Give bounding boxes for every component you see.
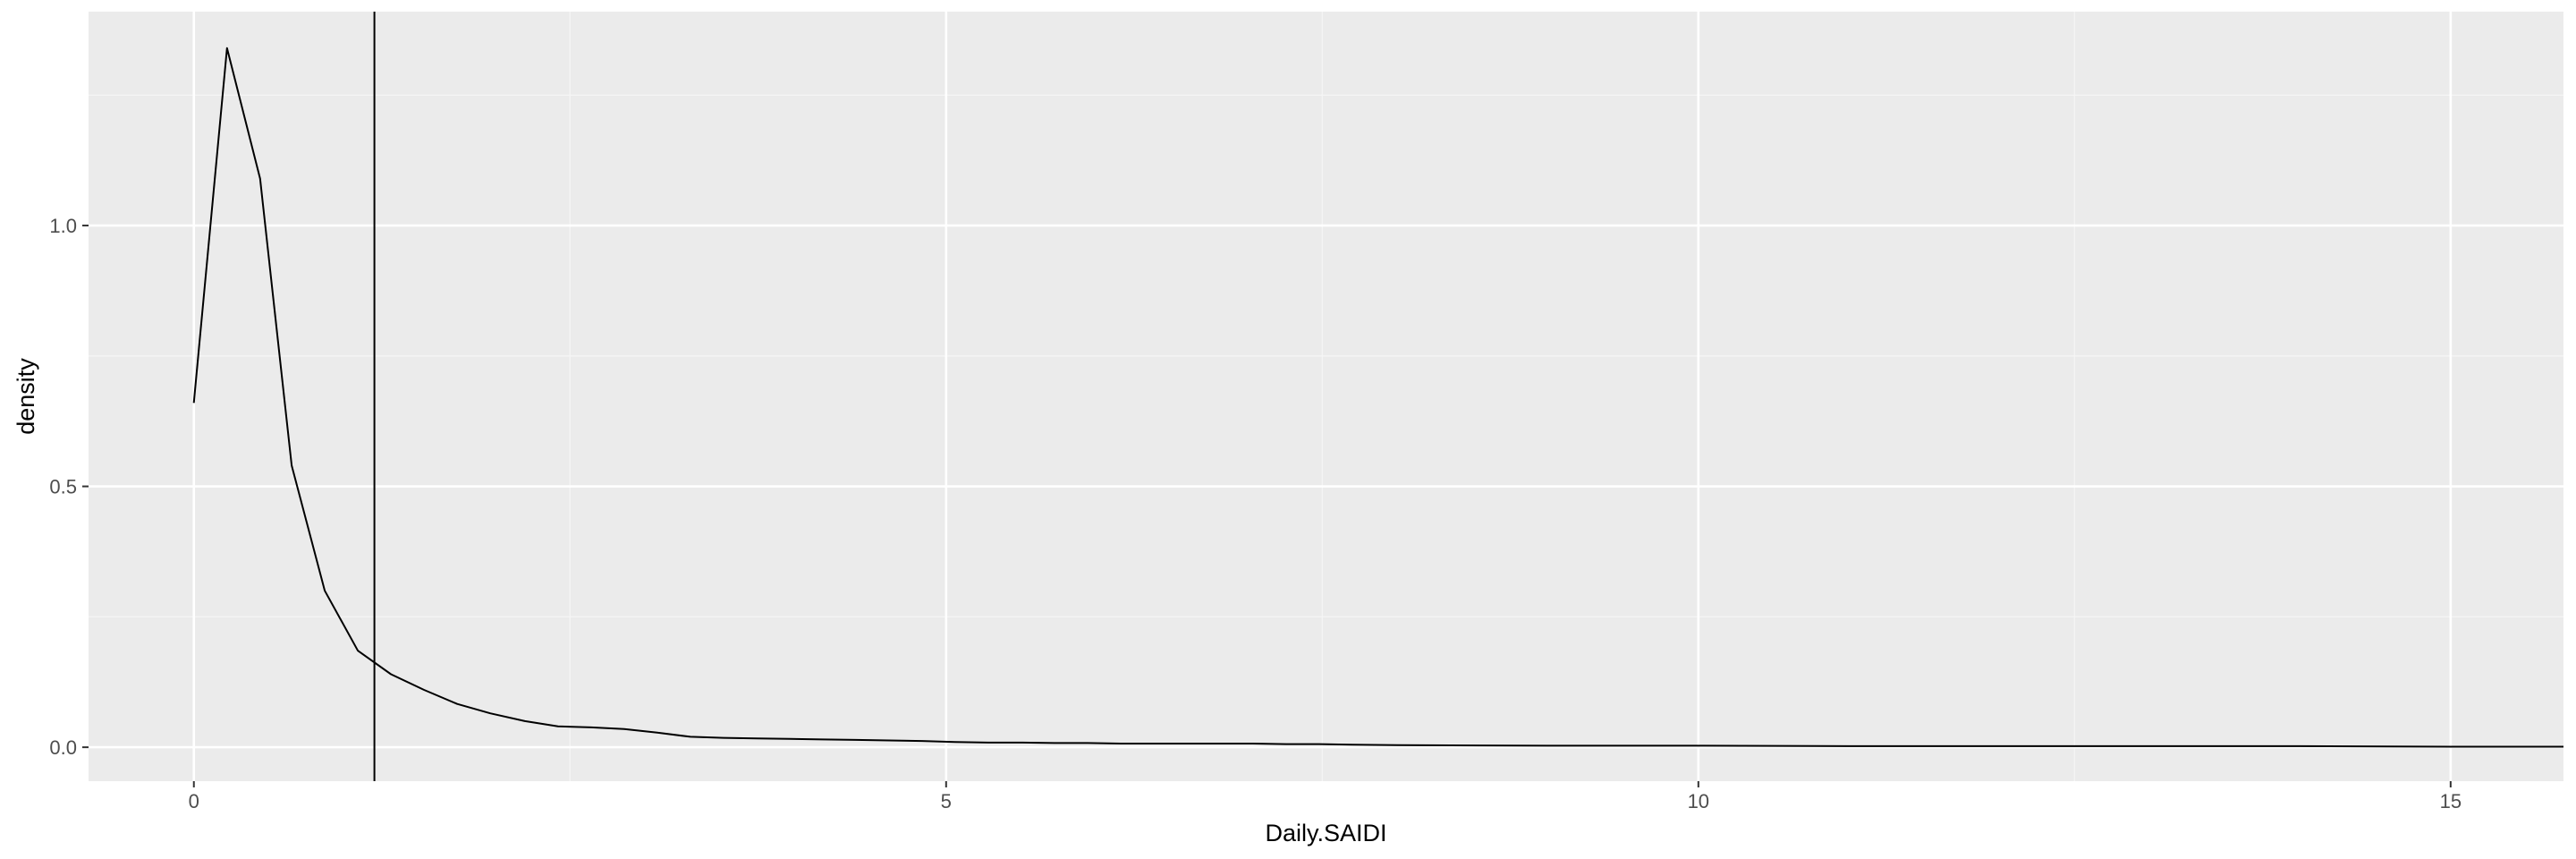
y-tick-label: 1.0 <box>49 215 77 237</box>
plot-panel <box>89 12 2563 781</box>
y-axis-title: density <box>13 358 39 435</box>
x-axis-title: Daily.SAIDI <box>1265 820 1386 846</box>
y-tick-label: 0.0 <box>49 736 77 759</box>
x-tick-label: 0 <box>189 790 199 812</box>
density-line <box>192 47 2563 748</box>
x-tick-label: 10 <box>1688 790 1709 812</box>
y-tick-label: 0.5 <box>49 476 77 498</box>
x-tick-label: 5 <box>941 790 952 812</box>
x-tick-label: 15 <box>2440 790 2462 812</box>
